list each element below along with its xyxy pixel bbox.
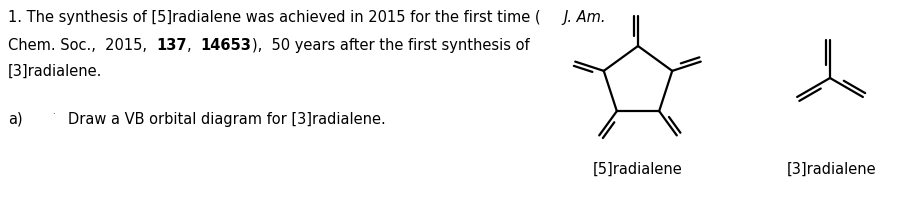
Text: [3]radialene: [3]radialene xyxy=(787,162,877,177)
Text: Draw a VB orbital diagram for [3]radialene.: Draw a VB orbital diagram for [3]radiale… xyxy=(68,112,386,127)
Text: ,: , xyxy=(187,38,201,53)
Text: 14653: 14653 xyxy=(201,38,252,53)
Text: Chem. Soc.,  2015,: Chem. Soc., 2015, xyxy=(8,38,156,53)
Text: [3]radialene.: [3]radialene. xyxy=(8,64,103,79)
Text: 137: 137 xyxy=(156,38,187,53)
Text: ),  50 years after the first synthesis of: ), 50 years after the first synthesis of xyxy=(252,38,529,53)
Text: a): a) xyxy=(8,112,23,127)
Text: [5]radialene: [5]radialene xyxy=(593,162,683,177)
Text: ·: · xyxy=(52,110,54,119)
Text: 1. The synthesis of [5]radialene was achieved in 2015 for the first time (: 1. The synthesis of [5]radialene was ach… xyxy=(8,10,540,25)
Text: J. Am.: J. Am. xyxy=(563,10,606,25)
